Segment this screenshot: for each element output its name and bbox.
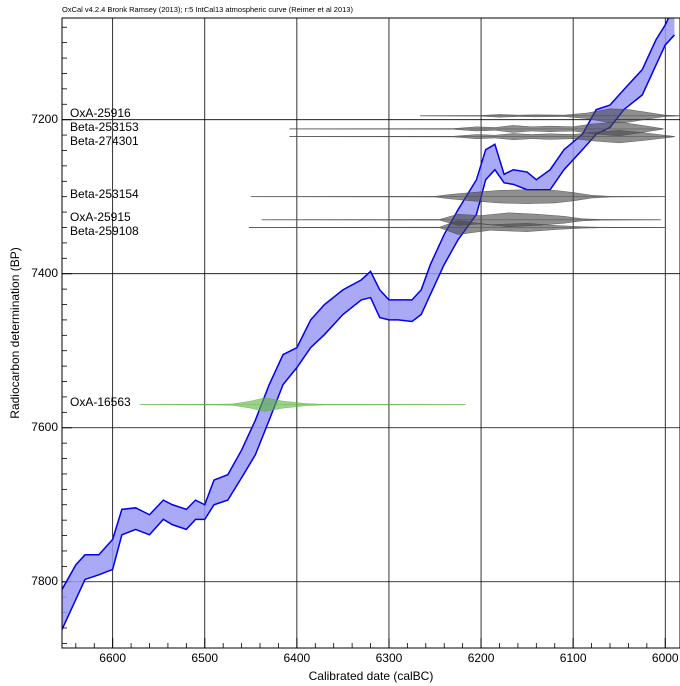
- x-tick-label: 6300: [376, 651, 403, 665]
- plot-area: [62, 18, 680, 630]
- grid: [62, 18, 680, 648]
- y-axis-title: Radiocarbon determination (BP): [8, 247, 22, 418]
- date-distribution: [289, 130, 675, 144]
- y-tick-label: 7800: [31, 574, 58, 588]
- calibration-upper: [62, 18, 670, 590]
- labels: 6600 6500 6400 6300 6200 6100 6000 7200 7400 7600…: [31, 106, 679, 665]
- calibration-lower: [62, 34, 676, 630]
- x-tick-label: 6100: [560, 651, 587, 665]
- x-tick-label: 6500: [191, 651, 218, 665]
- date-label: Beta-253153: [70, 120, 139, 134]
- date-distribution: [140, 397, 466, 412]
- x-axis-title: Calibrated date (calBC): [309, 669, 434, 683]
- date-label: Beta-259108: [70, 224, 139, 238]
- x-tick-label: 6200: [468, 651, 495, 665]
- date-distribution: [289, 121, 664, 137]
- x-tick-label: 6600: [99, 651, 126, 665]
- date-label: Beta-253154: [70, 187, 139, 201]
- x-tick-label: 6400: [284, 651, 311, 665]
- y-tick-label: 7200: [31, 112, 58, 126]
- date-label: OxA-25915: [70, 210, 131, 224]
- date-label: Beta-274301: [70, 134, 139, 148]
- date-distribution: [248, 220, 666, 235]
- date-distribution: [250, 189, 666, 204]
- plot-frame: [61, 17, 680, 649]
- date-distribution: [420, 108, 680, 124]
- y-tick-label: 7600: [31, 420, 58, 434]
- chart-title: OxCal v4.2.4 Bronk Ramsey (2013); r:5 In…: [62, 5, 353, 14]
- y-tick-label: 7400: [31, 266, 58, 280]
- date-label: OxA-25916: [70, 106, 131, 120]
- x-tick-label: 6000: [652, 651, 679, 665]
- date-label: OxA-16563: [70, 395, 131, 409]
